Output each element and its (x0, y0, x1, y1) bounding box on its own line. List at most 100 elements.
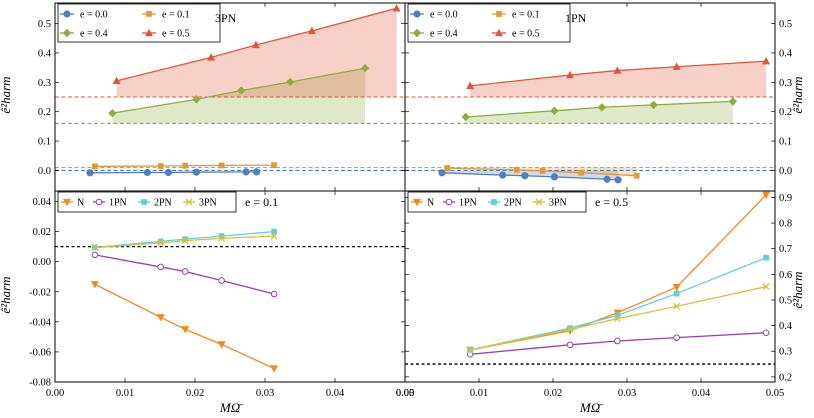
y-tick-label: 0.04 (33, 197, 52, 208)
x-tick-label: 0.01 (470, 388, 488, 399)
series-line-2 (469, 257, 767, 351)
data-point (91, 251, 99, 259)
y-tick-label: 0.5 (779, 19, 792, 30)
legend-marker (62, 28, 72, 38)
y-tick-label: 0.4 (779, 321, 793, 332)
data-point (499, 171, 507, 179)
legend-box (57, 3, 221, 43)
data-point (566, 341, 574, 349)
data-point (513, 166, 520, 173)
legend-marker (145, 28, 153, 37)
data-point (143, 168, 151, 177)
x-tick-label: 0.02 (544, 388, 562, 399)
y-tick-label: 0.5 (38, 19, 51, 30)
data-point (218, 234, 226, 242)
y-tick-label: 0.7 (779, 244, 792, 255)
data-point (763, 254, 769, 261)
y-tick-label: -0.02 (29, 287, 51, 298)
data-point (86, 169, 94, 177)
legend: N 1PN 2PN 3PN (407, 191, 587, 213)
data-point (550, 106, 559, 116)
panel-bottom-left: 0.040.020.00-0.02-0.04-0.06-0.080.00 0.01… (29, 190, 414, 399)
data-point (539, 168, 546, 174)
legend-marker (185, 198, 193, 206)
y-tick-label: -0.06 (29, 347, 51, 358)
legend-label: 1PN (109, 198, 127, 209)
y-tick-label: 0.2 (779, 372, 792, 383)
legend-label: e = 0.1 (512, 10, 540, 21)
legend-label: e = 0.5 (512, 29, 540, 40)
data-point (673, 290, 680, 297)
y-tick-label: 0.0 (779, 166, 792, 177)
data-point (112, 76, 121, 84)
data-point (164, 168, 172, 177)
legend-marker (496, 11, 502, 17)
series-line-0 (89, 171, 257, 174)
x-tick-label: 0.05 (396, 388, 414, 399)
data-point (237, 86, 246, 95)
legend-label: 2PN (504, 198, 522, 209)
y-tick-label: 0.8 (779, 219, 792, 230)
data-point (578, 169, 584, 176)
y-tick-label: 0.00 (33, 257, 51, 268)
data-point (270, 290, 278, 298)
y-tick-label: -0.08 (29, 378, 51, 389)
data-point (307, 26, 316, 35)
data-point (603, 175, 611, 183)
legend: N 1PN 2PN 3PN (57, 191, 237, 213)
legend-marker (95, 198, 103, 206)
panel-title: 1PN (565, 11, 587, 25)
data-point (157, 263, 164, 271)
x-tick-label: 0.00 (46, 388, 64, 399)
data-point (614, 337, 621, 345)
y-axis-label-bottom-left: ê²harm (0, 276, 13, 313)
y-tick-label: 0.0 (38, 166, 51, 177)
y-tick-label: -0.04 (29, 317, 52, 328)
panel-title: e = 0.5 (595, 195, 628, 209)
y-tick-label: 0.4 (779, 48, 793, 59)
data-point (762, 329, 770, 337)
data-point (466, 346, 474, 354)
data-point (157, 163, 164, 169)
legend-label: 3PN (199, 198, 217, 209)
data-point (271, 162, 277, 169)
legend-label: N (427, 198, 434, 209)
y-tick-label: 0.1 (38, 137, 51, 148)
data-point (360, 64, 370, 73)
y-tick-label: 0.3 (779, 347, 792, 358)
data-point (192, 95, 201, 104)
panel-frame (54, 190, 406, 383)
data-point (108, 108, 117, 118)
panel-title: e = 0.1 (245, 195, 278, 209)
data-point (673, 302, 681, 310)
data-point (521, 172, 529, 180)
legend-label: e = 0.4 (430, 29, 458, 40)
data-point (270, 232, 278, 240)
legend-label: e = 0.0 (430, 10, 458, 21)
series-line-0 (469, 194, 767, 351)
data-point (762, 283, 770, 291)
data-point (192, 168, 200, 176)
data-point (466, 81, 475, 89)
data-point (242, 168, 250, 176)
legend-label: 2PN (154, 198, 172, 209)
data-point (649, 100, 658, 110)
x-tick-label: 0.00 (396, 388, 414, 399)
x-tick-label: 0.04 (692, 388, 711, 399)
data-point (251, 40, 260, 49)
legend-marker (412, 28, 422, 38)
data-point (182, 162, 189, 169)
data-point (566, 325, 574, 333)
data-point (613, 315, 621, 323)
y-tick-label: 0.9 (779, 193, 792, 204)
data-point (550, 173, 559, 181)
data-point (633, 172, 640, 179)
y-tick-label: 0.6 (779, 270, 792, 281)
data-point (672, 283, 681, 292)
legend-label: e = 0.5 (162, 29, 190, 40)
legend-marker (63, 198, 71, 207)
x-tick-label: 0.02 (186, 388, 204, 399)
legend-marker (413, 10, 421, 18)
y-tick-label: 0.3 (779, 78, 792, 89)
